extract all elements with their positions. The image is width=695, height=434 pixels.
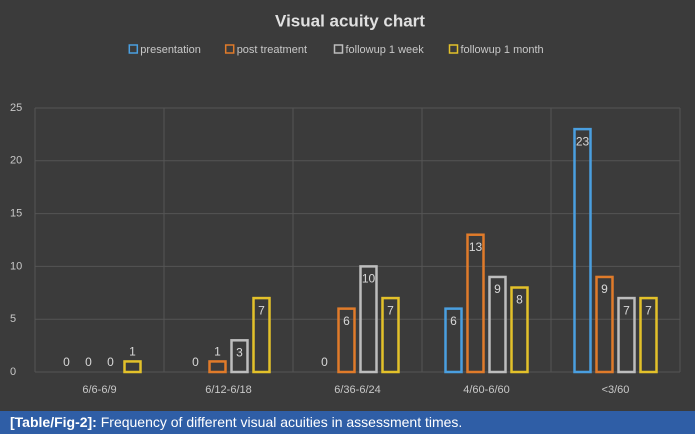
legend-label: presentation	[140, 44, 201, 56]
data-label: 7	[645, 303, 652, 317]
data-label: 3	[236, 345, 243, 359]
y-tick-label: 10	[10, 260, 22, 272]
legend-label: followup 1 week	[346, 44, 425, 56]
y-tick-label: 0	[10, 366, 16, 378]
legend-label: followup 1 month	[461, 44, 544, 56]
bar	[230, 339, 249, 374]
data-label: 7	[623, 303, 630, 317]
y-tick-label: 25	[10, 102, 22, 114]
caption: [Table/Fig-2]: Frequency of different vi…	[0, 411, 695, 434]
chart: Visual acuity chart 0510152025presentati…	[0, 0, 695, 411]
legend-swatch	[128, 44, 139, 54]
x-tick-label: 6/36-6/24	[334, 384, 380, 396]
x-tick-label: <3/60	[602, 384, 630, 396]
bar	[252, 296, 271, 374]
data-label: 6	[450, 314, 457, 328]
bar	[444, 307, 463, 374]
bar	[123, 360, 142, 374]
bar	[617, 296, 636, 374]
legend-swatch	[333, 44, 344, 54]
y-tick-label: 15	[10, 208, 22, 220]
x-tick-label: 6/6-6/9	[82, 384, 116, 396]
bar	[488, 275, 507, 374]
caption-text: Frequency of different visual acuities i…	[100, 414, 463, 430]
legend-swatch	[448, 44, 459, 54]
bar	[208, 360, 227, 374]
data-label: 23	[576, 134, 590, 148]
bar	[337, 307, 356, 374]
bar	[466, 233, 485, 374]
x-tick-label: 4/60-6/60	[463, 384, 509, 396]
data-label: 0	[107, 355, 114, 369]
data-label: 0	[321, 355, 328, 369]
data-label: 0	[85, 355, 92, 369]
bar	[639, 296, 658, 374]
y-tick-label: 5	[10, 313, 16, 325]
x-tick-label: 6/12-6/18	[205, 384, 251, 396]
data-label: 10	[362, 272, 376, 286]
data-label: 0	[63, 355, 70, 369]
data-label: 9	[494, 282, 501, 296]
data-label: 6	[343, 314, 350, 328]
data-label: 7	[258, 303, 265, 317]
bar	[510, 286, 529, 374]
data-label: 0	[192, 355, 199, 369]
chart-title: Visual acuity chart	[275, 11, 425, 30]
legend-swatch	[224, 44, 235, 54]
data-label: 1	[214, 345, 221, 359]
data-label: 9	[601, 282, 608, 296]
legend-label: post treatment	[237, 44, 307, 56]
y-tick-label: 20	[10, 155, 22, 167]
bar	[595, 275, 614, 374]
data-label: 13	[469, 240, 483, 254]
chart-background	[0, 0, 695, 411]
bar	[359, 265, 378, 374]
data-label: 1	[129, 345, 136, 359]
data-label: 7	[387, 303, 394, 317]
bar	[573, 127, 592, 374]
data-label: 8	[516, 293, 523, 307]
bar	[381, 296, 400, 374]
caption-label: [Table/Fig-2]:	[10, 414, 97, 430]
